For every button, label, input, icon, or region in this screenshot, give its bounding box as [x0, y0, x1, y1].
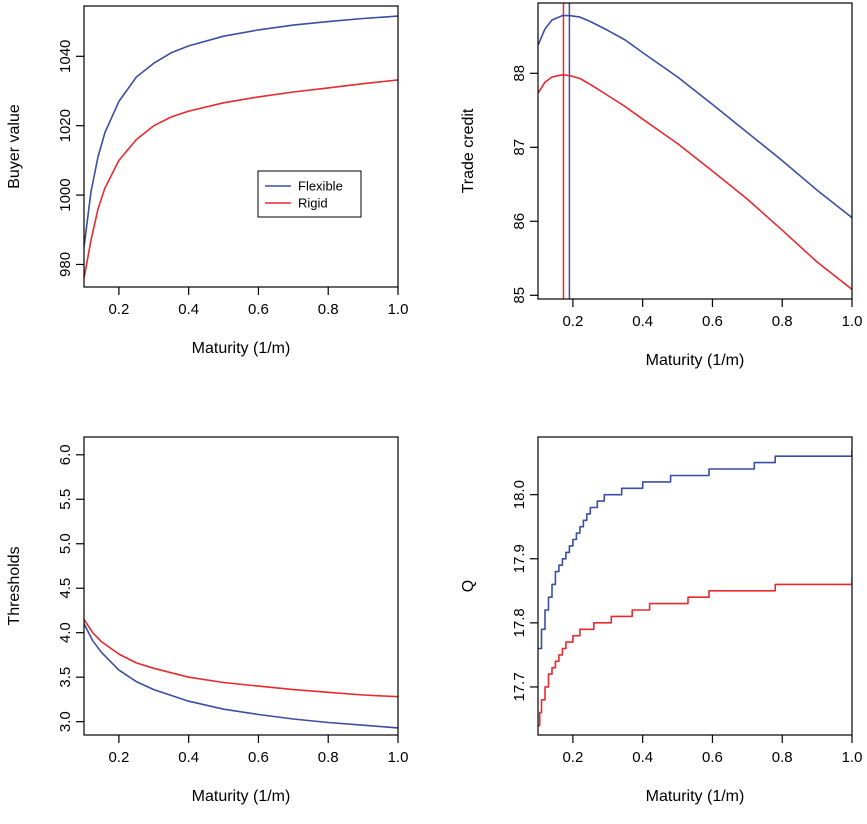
legend-label-flexible: Flexible	[298, 179, 343, 194]
x-tick-label: 0.8	[318, 301, 339, 318]
panel-q: 0.2 0.4 0.6 0.8 1.0 17.7 17.8 17.9 18.0 Maturity …	[460, 436, 863, 805]
x-tick-label: 0.2	[562, 749, 583, 766]
x-tick-label: 0.8	[318, 749, 339, 766]
x-tick-label: 0.4	[178, 749, 199, 766]
y-tick-label: 5.0	[57, 533, 74, 554]
y-tick-label: 6.0	[57, 444, 74, 465]
y-tick-label: 17.9	[511, 544, 528, 573]
series-line-rigid	[538, 74, 852, 291]
x-axis-label: Maturity (1/m)	[192, 788, 291, 805]
x-tick-label: 0.2	[562, 313, 583, 330]
legend-box	[257, 170, 362, 218]
y-tick-label: 4.0	[57, 622, 74, 643]
y-tick-label: 5.5	[57, 489, 74, 510]
legend: Flexible Rigid	[257, 170, 362, 218]
x-tick-label: 0.6	[702, 313, 723, 330]
y-tick-label: 85	[511, 287, 528, 304]
series-line-rigid	[84, 79, 398, 279]
series-line-rigid	[538, 578, 852, 727]
y-tick-label: 88	[511, 65, 528, 82]
x-axis-label: Maturity (1/m)	[192, 340, 291, 357]
x-axis-label: Maturity (1/m)	[646, 788, 745, 805]
series-line-rigid	[84, 618, 398, 698]
x-tick-label: 0.4	[632, 749, 653, 766]
x-tick-label: 0.4	[632, 313, 653, 330]
legend-label-rigid: Rigid	[298, 196, 328, 211]
x-tick-label: 0.8	[772, 749, 793, 766]
panel-buyer-value: 0.2 0.4 0.6 0.8 1.0 980 1000 1020 1040 Maturity (…	[6, 5, 409, 357]
plot-frame	[83, 436, 399, 736]
series-line-flexible	[84, 623, 398, 729]
y-tick-label: 980	[57, 252, 74, 277]
y-axis-label: Q	[460, 580, 477, 592]
y-axis-label: Thresholds	[6, 546, 23, 625]
x-tick-label: 0.2	[108, 301, 129, 318]
x-tick-label: 0.4	[178, 301, 199, 318]
x-tick-label: 0.6	[248, 749, 269, 766]
y-tick-label: 86	[511, 213, 528, 230]
y-tick-label: 87	[511, 139, 528, 156]
y-tick-label: 4.5	[57, 578, 74, 599]
plot-frame	[83, 5, 399, 288]
x-tick-label: 0.8	[772, 313, 793, 330]
series-line-flexible	[538, 449, 852, 650]
y-tick-label: 1020	[57, 109, 74, 142]
x-tick-label: 1.0	[842, 749, 863, 766]
x-tick-label: 0.6	[248, 301, 269, 318]
y-tick-label: 17.7	[511, 672, 528, 701]
series-line-flexible	[84, 15, 398, 248]
series-line-flexible	[538, 14, 852, 219]
x-tick-label: 0.2	[108, 749, 129, 766]
y-tick-label: 3.5	[57, 667, 74, 688]
y-tick-label: 3.0	[57, 711, 74, 732]
y-tick-label: 18.0	[511, 480, 528, 509]
y-tick-label: 17.8	[511, 608, 528, 637]
plot-frame	[537, 2, 853, 300]
x-tick-label: 0.6	[702, 749, 723, 766]
x-axis-label: Maturity (1/m)	[646, 352, 745, 369]
panel-trade-credit: 0.2 0.4 0.6 0.8 1.0 85 86 87 88 Maturity (1/m) Tra…	[460, 2, 863, 369]
y-axis-label: Buyer value	[6, 104, 23, 189]
plot-frame	[537, 436, 853, 736]
y-tick-label: 1000	[57, 178, 74, 211]
y-axis-label: Trade credit	[460, 108, 477, 193]
x-tick-label: 1.0	[388, 749, 409, 766]
x-tick-label: 1.0	[842, 313, 863, 330]
panel-thresholds: 0.2 0.4 0.6 0.8 1.0 3.0 3.5 4.0 4.5 5.0 5.5 6.0 Matu…	[6, 436, 409, 805]
x-tick-label: 1.0	[388, 301, 409, 318]
y-tick-label: 1040	[57, 40, 74, 73]
